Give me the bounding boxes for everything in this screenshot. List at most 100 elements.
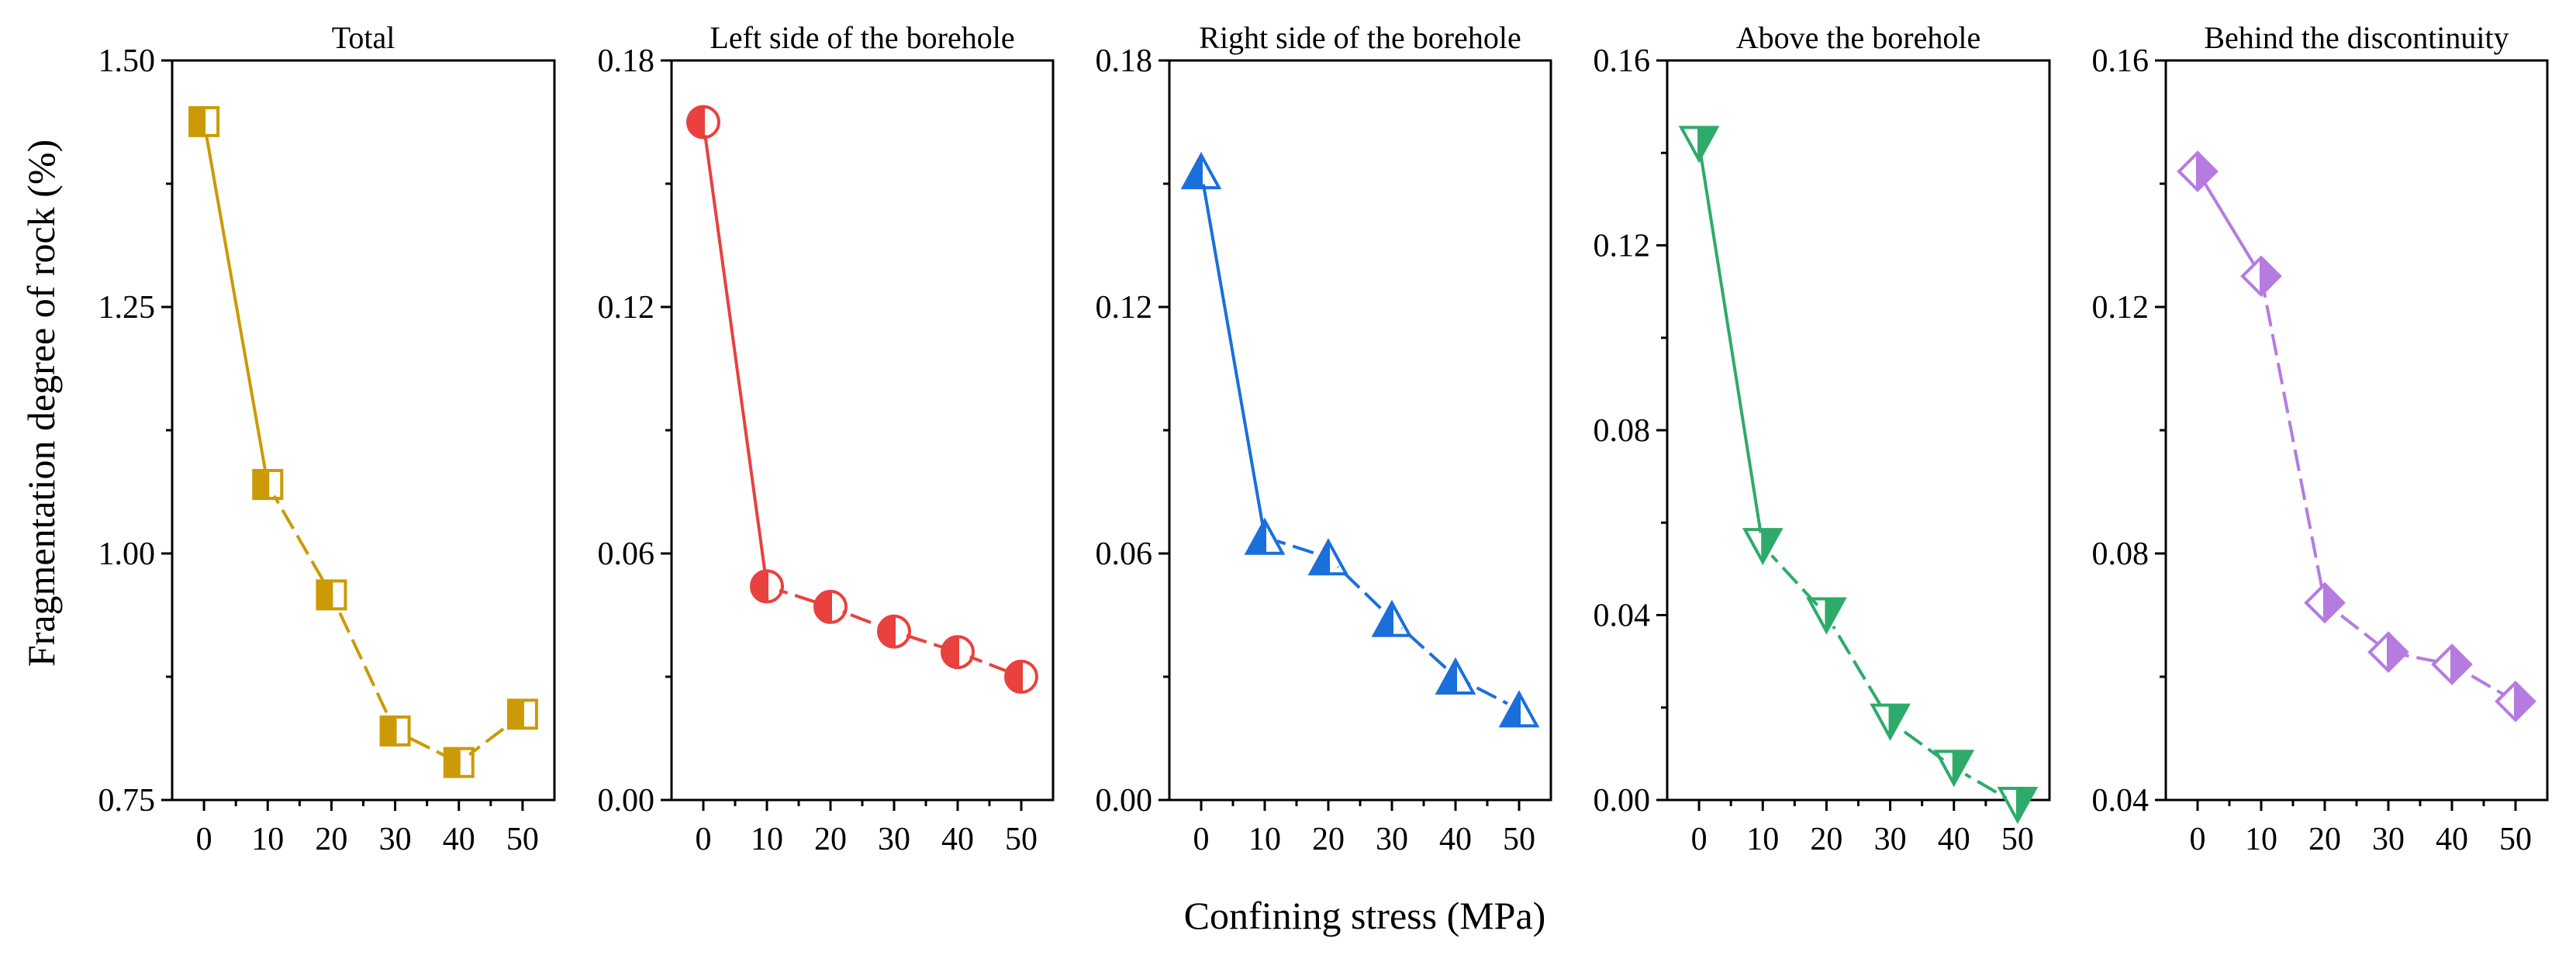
x-tick-label: 40 (941, 822, 974, 857)
data-point-right-side-of-the-borehole-0 (1180, 151, 1222, 190)
y-tick-label: 0.12 (1594, 229, 1651, 264)
data-point-right-side-of-the-borehole-10 (1244, 517, 1286, 555)
y-tick-label: 0.06 (1096, 536, 1153, 572)
x-tick-label: 30 (379, 822, 412, 857)
data-point-behind-the-discontinuity-10 (2240, 255, 2282, 298)
data-point-left-side-of-the-borehole-10 (750, 569, 784, 604)
x-tick-label: 20 (2308, 822, 2341, 857)
y-tick-label: 1.00 (98, 536, 156, 572)
x-tick-label: 50 (2001, 822, 2034, 857)
y-tick-label: 0.75 (98, 783, 156, 819)
panel-title: Total (332, 20, 395, 55)
panel-title: Right side of the borehole (1199, 20, 1521, 55)
data-point-right-side-of-the-borehole-30 (1371, 599, 1413, 637)
panel-title: Left side of the borehole (710, 20, 1014, 55)
y-tick-label: 0.16 (2092, 43, 2150, 79)
panel-title: Above the borehole (1736, 20, 1980, 55)
data-point-total-30 (379, 715, 411, 746)
y-tick-label: 1.50 (98, 43, 156, 79)
x-tick-label: 20 (1810, 822, 1842, 857)
data-point-above-the-borehole-30 (1870, 703, 1911, 741)
data-point-left-side-of-the-borehole-0 (686, 105, 720, 140)
data-point-behind-the-discontinuity-20 (2304, 581, 2346, 624)
x-tick-label: 50 (1005, 822, 1038, 857)
x-tick-label: 10 (251, 822, 284, 857)
series-line-solid (702, 122, 768, 587)
panel-above-the-borehole: Above the borehole 0.00 0.04 0.08 0.12 0.16 0 1… (1594, 20, 2051, 857)
panel-total: Total 0.75 1.00 1.25 1.50 0 10 20 30 40 50 (98, 20, 556, 857)
x-tick-label: 10 (751, 822, 783, 857)
x-tick-label: 30 (2372, 822, 2405, 857)
x-tick-label: 30 (1874, 822, 1907, 857)
data-point-left-side-of-the-borehole-50 (1004, 660, 1038, 694)
data-point-above-the-borehole-20 (1806, 597, 1847, 635)
data-point-right-side-of-the-borehole-40 (1435, 657, 1476, 695)
x-tick-label: 40 (1439, 822, 1472, 857)
plot-frame (171, 59, 556, 802)
data-point-behind-the-discontinuity-30 (2367, 631, 2409, 674)
series-line-dashed (1761, 544, 2018, 806)
x-tick-label: 40 (2436, 822, 2468, 857)
plot-frame (1168, 59, 1552, 802)
panel-right-side-of-the-borehole: Right side of the borehole 0.00 0.06 0.12 0.… (1096, 20, 1552, 857)
plot-frame (2164, 59, 2549, 802)
data-point-above-the-borehole-40 (1933, 750, 1975, 788)
y-tick-label: 0.12 (2092, 290, 2150, 326)
y-tick-label: 1.25 (98, 290, 156, 326)
data-point-left-side-of-the-borehole-40 (941, 635, 975, 670)
y-tick-label: 0.08 (1594, 413, 1651, 449)
data-point-above-the-borehole-0 (1678, 126, 1720, 164)
data-point-total-50 (506, 698, 538, 730)
data-point-total-20 (316, 579, 347, 611)
x-tick-label: 20 (814, 822, 847, 857)
panel-left-side-of-the-borehole: Left side of the borehole 0.00 0.06 0.12 0.1… (598, 20, 1055, 857)
y-tick-label: 0.12 (1096, 290, 1153, 326)
plot-frame (670, 59, 1055, 802)
data-point-behind-the-discontinuity-40 (2431, 643, 2473, 685)
y-tick-label: 0.18 (1096, 43, 1153, 79)
x-tick-label: 0 (1691, 822, 1708, 857)
x-tick-label: 0 (196, 822, 212, 857)
y-tick-label: 0.06 (598, 536, 655, 572)
y-tick-label: 0.08 (2092, 536, 2150, 572)
data-point-total-40 (443, 746, 475, 778)
y-axis-title: Fragmentation degree of rock (%) (19, 140, 63, 667)
y-tick-label: 0.18 (598, 43, 655, 79)
series-line-solid (1200, 171, 1266, 538)
x-tick-label: 50 (1503, 822, 1535, 857)
series-line-solid (1697, 143, 1765, 547)
y-tick-label: 0.04 (1594, 598, 1651, 634)
x-tick-label: 10 (1746, 822, 1779, 857)
data-point-total-0 (188, 105, 220, 137)
x-tick-label: 0 (1193, 822, 1210, 857)
x-tick-label: 0 (2190, 822, 2206, 857)
x-tick-label: 50 (2499, 822, 2532, 857)
series-line-solid (202, 121, 270, 485)
y-tick-label: 0.00 (598, 783, 655, 819)
x-tick-label: 30 (1376, 822, 1408, 857)
x-tick-label: 20 (1312, 822, 1345, 857)
series-line-solid (2196, 171, 2263, 278)
x-tick-label: 40 (443, 822, 475, 857)
x-tick-label: 50 (506, 822, 539, 857)
y-tick-label: 0.00 (1594, 783, 1651, 819)
y-tick-label: 0.00 (1096, 783, 1153, 819)
data-point-left-side-of-the-borehole-30 (877, 614, 911, 649)
data-point-total-10 (252, 468, 284, 500)
x-axis-title: Confining stress (MPa) (1184, 894, 1546, 937)
x-tick-label: 0 (696, 822, 712, 857)
data-point-behind-the-discontinuity-0 (2177, 150, 2219, 192)
data-point-right-side-of-the-borehole-20 (1307, 538, 1349, 576)
y-tick-label: 0.04 (2092, 783, 2150, 819)
x-tick-label: 30 (878, 822, 910, 857)
y-tick-label: 0.16 (1594, 43, 1651, 79)
x-tick-label: 10 (1248, 822, 1281, 857)
data-point-right-side-of-the-borehole-50 (1498, 690, 1540, 728)
data-point-left-side-of-the-borehole-20 (813, 589, 848, 624)
plot-frame (1666, 59, 2051, 802)
panel-title: Behind the discontinuity (2204, 20, 2509, 55)
data-point-above-the-borehole-50 (1997, 786, 2039, 825)
panel-behind-the-discontinuity: Behind the discontinuity 0.04 0.08 0.12 0.16… (2092, 20, 2549, 857)
x-tick-label: 10 (2245, 822, 2277, 857)
